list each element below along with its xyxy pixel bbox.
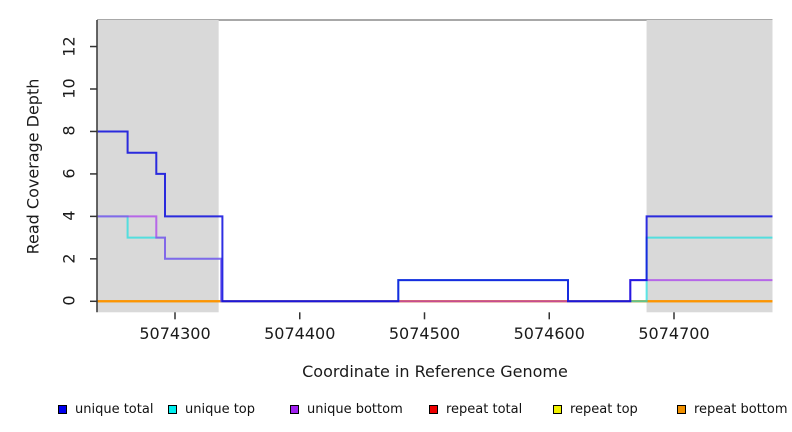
legend-swatch-icon [58,404,67,414]
x-tick-label: 5074600 [513,324,585,343]
x-tick-label: 5074700 [638,324,710,343]
legend-swatch-icon [553,404,562,414]
x-tick-label: 5074300 [139,324,211,343]
legend-label: repeat total [446,401,523,417]
legend-label: repeat bottom [694,401,788,417]
legend-swatch-icon [168,404,177,414]
legend-item-repeat-bottom: repeat bottom [677,401,788,417]
y-tick-label: 12 [59,35,79,57]
x-axis-title: Coordinate in Reference Genome [302,362,568,381]
legend-label: repeat top [570,401,638,417]
x-tick-label: 5074400 [264,324,336,343]
legend-swatch-icon [290,404,299,414]
repeat-region-left [97,20,219,313]
legend-label: unique total [75,401,154,417]
y-axis-title: Read Coverage Depth [23,78,43,255]
legend-swatch-icon [677,404,686,414]
legend-label: unique top [185,401,256,417]
x-tick-label: 5074500 [388,324,461,343]
legend-label: unique bottom [307,401,403,417]
legend-item-repeat-top: repeat top [553,401,638,417]
legend-item-unique-top: unique top [168,401,255,417]
legend-item-unique-bottom: unique bottom [290,401,403,417]
legend-item-repeat-total: repeat total [429,401,522,417]
legend-item-unique-total: unique total [58,401,153,417]
repeat-region-right [646,20,773,313]
legend-swatch-icon [429,404,438,414]
series-line-unique-total [97,130,773,303]
